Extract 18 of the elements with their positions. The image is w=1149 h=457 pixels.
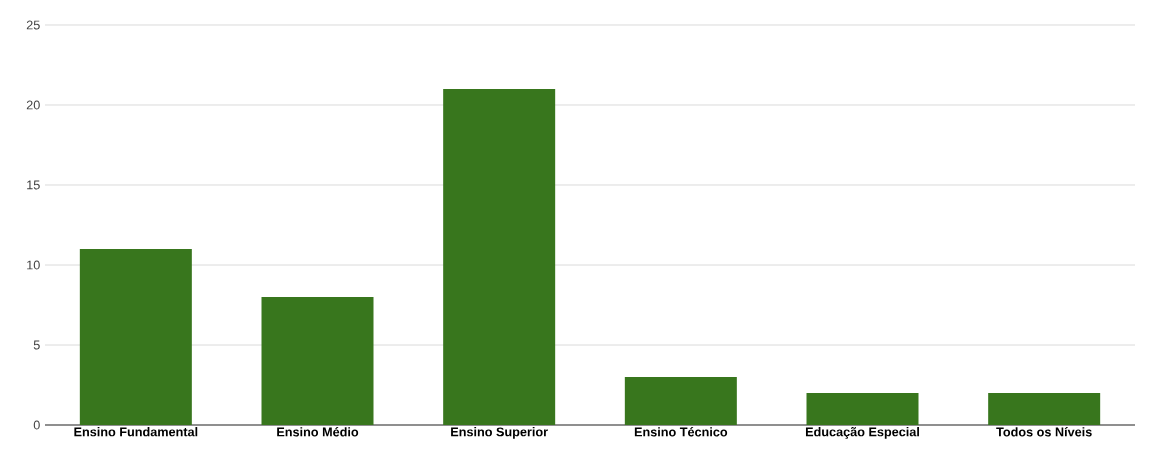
y-tick-label: 25 xyxy=(26,20,40,30)
y-tick-label: 15 xyxy=(27,180,40,190)
y-tick-label: 0 xyxy=(33,420,40,430)
bar xyxy=(261,297,374,425)
bar xyxy=(443,89,556,425)
x-tick-label: Educação Especial xyxy=(805,427,919,439)
y-tick-label: 10 xyxy=(27,260,40,270)
bar xyxy=(806,393,919,425)
x-tick-label: Ensino Técnico xyxy=(634,427,728,437)
x-tick-label: Ensino Superior xyxy=(451,427,548,439)
y-tick-label: 5 xyxy=(33,340,40,350)
bar xyxy=(79,249,192,425)
x-tick-label: Ensino Fundamental xyxy=(74,427,198,437)
y-tick-label: 20 xyxy=(26,100,40,110)
x-tick-label: Todos os Níveis xyxy=(996,427,1092,437)
bar xyxy=(624,377,737,425)
x-tick-label: Ensino Médio xyxy=(277,427,359,437)
bar xyxy=(988,393,1101,425)
